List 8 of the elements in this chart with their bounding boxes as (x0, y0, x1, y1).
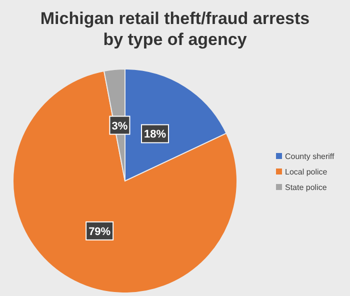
legend-label: County sheriff (285, 152, 335, 161)
legend-label: State police (285, 183, 328, 192)
legend-label: Local police (285, 168, 328, 176)
pie-slice (12, 70, 238, 294)
chart-title: Michigan retail theft/fraud arrests by type of agency (40, 9, 310, 49)
data-label: 3% (112, 120, 128, 132)
data-label: 18% (144, 128, 166, 141)
data-label: 79% (88, 226, 111, 238)
